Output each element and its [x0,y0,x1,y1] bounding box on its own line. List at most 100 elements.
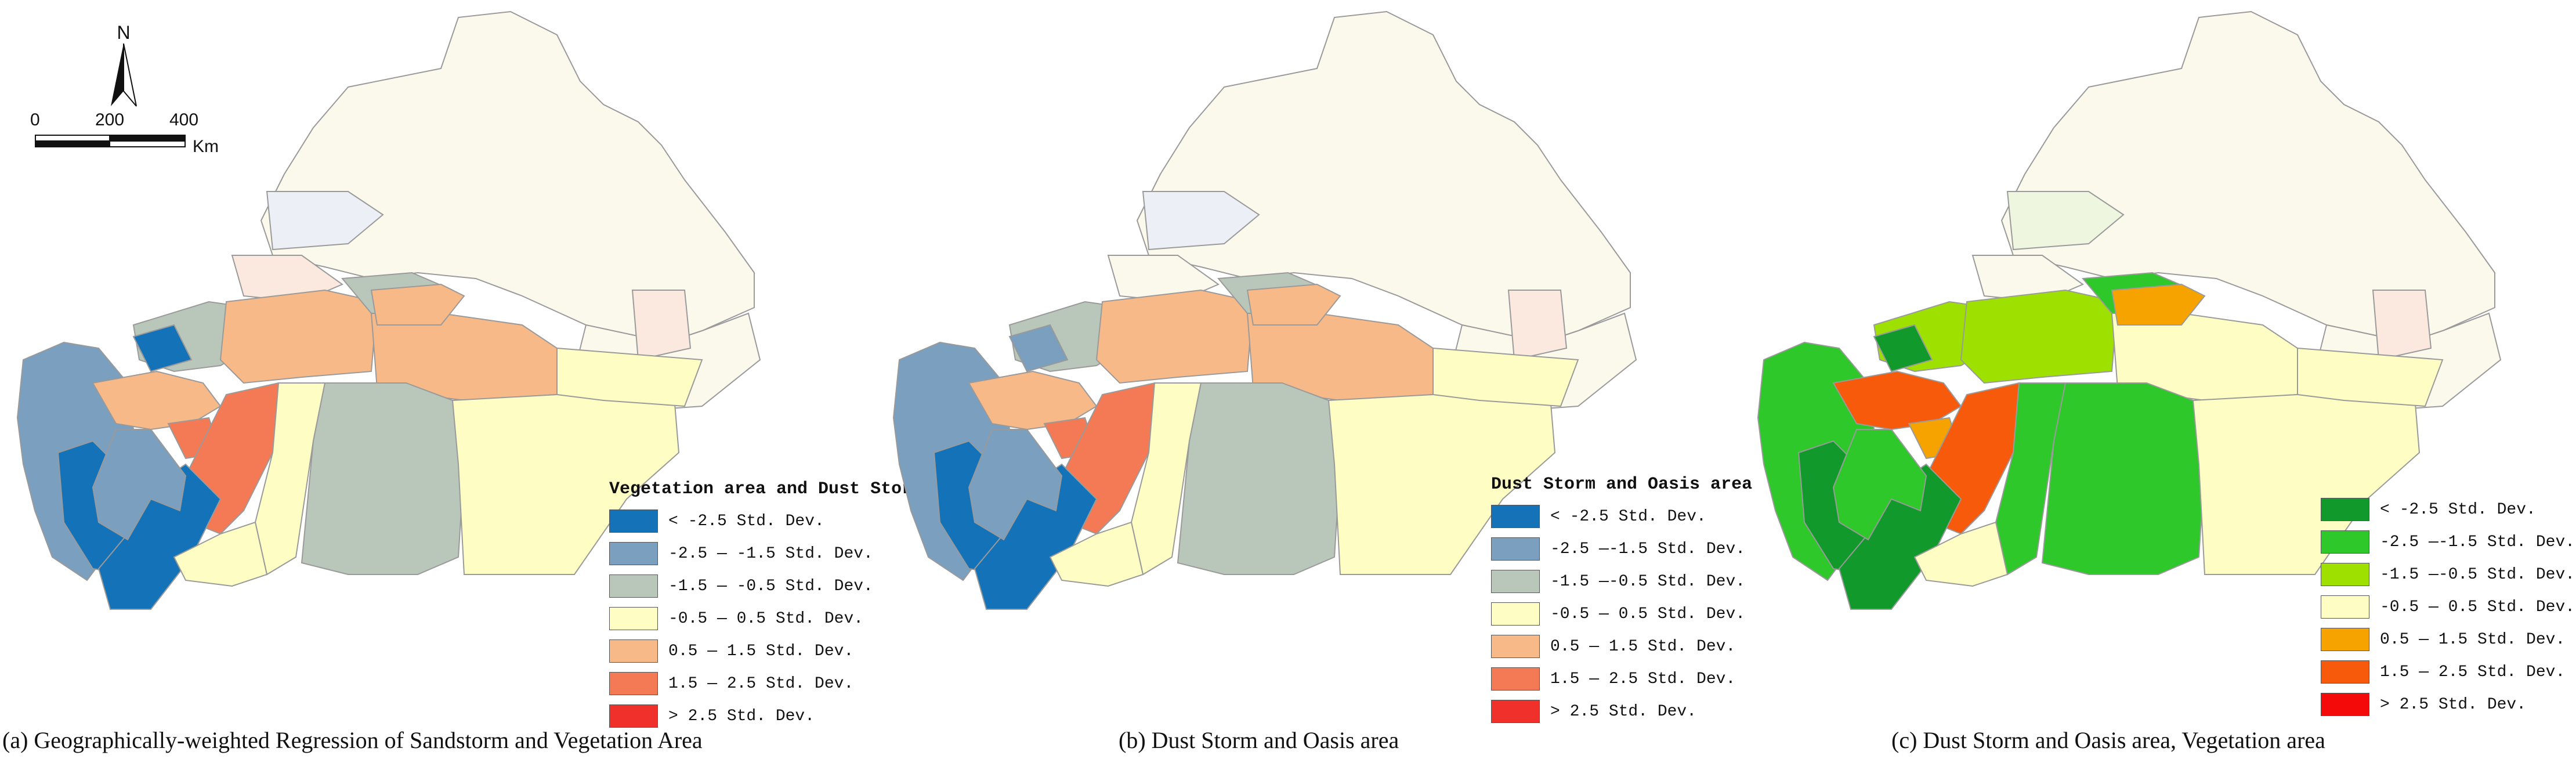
legend-b: Dust Storm and Oasis area < -2.5 Std. De… [1491,475,1752,728]
legend-label: 1.5 — 2.5 Std. Dev. [1550,670,1736,688]
region-hotan-south [974,463,1098,610]
caption-c: (c) Dust Storm and Oasis area, Vegetatio… [1891,727,2325,753]
legend-item: -0.5 — 0.5 Std. Dev. [609,602,922,635]
region-kashgar [92,370,222,431]
legend-item: > 2.5 Std. Dev. [1491,695,1752,728]
legend-a: Vegetation area and Dust Storm < -2.5 St… [609,479,922,732]
region-hami [556,347,703,407]
region-turpan [1246,283,1341,326]
panel-b: Dust Storm and Oasis area < -2.5 Std. De… [864,0,1752,777]
legend-item: -1.5 — -0.5 Std. Dev. [609,570,922,602]
region-hotan-south [1838,463,1962,610]
legend-swatch [609,704,658,728]
panel-a: Vegetation area and Dust Storm < -2.5 St… [0,0,922,777]
legend-swatch [2321,595,2369,619]
region-western-rim [968,429,1063,541]
legend-swatch [609,574,658,598]
region-aksu [1095,289,1254,384]
legend-label: -0.5 — 0.5 Std. Dev. [2380,598,2575,616]
legend-item: > 2.5 Std. Dev. [2321,688,2575,721]
region-kashgar [968,370,1098,431]
legend-item: -2.5 —-1.5 Std. Dev. [2321,526,2575,558]
region-pamir-north [1873,324,1933,373]
region-pamir-north [132,324,193,373]
legend-swatch [1491,700,1540,723]
scale-bar-graphic [35,135,186,147]
legend-item: -1.5 —-0.5 Std. Dev. [1491,565,1752,598]
legend-swatch [609,607,658,630]
north-arrow-icon [111,43,137,107]
legend-item: < -2.5 Std. Dev. [1491,500,1752,533]
region-kashgar [1832,370,1962,431]
legend-item: -0.5 — 0.5 Std. Dev. [1491,598,1752,630]
legend-swatch [2321,660,2369,684]
region-southwest-pale [1913,521,2009,587]
legend-label: > 2.5 Std. Dev. [1550,702,1697,721]
legend-swatch [2321,530,2369,554]
region-southwest-pale [1049,521,1144,587]
legend-label: 0.5 — 1.5 Std. Dev. [2380,630,2566,649]
legend-swatch [609,672,658,695]
legend-label: 1.5 — 2.5 Std. Dev. [668,674,854,693]
region-northwest-strip [1142,191,1260,251]
region-northwest-strip [2006,191,2125,251]
legend-item: 0.5 — 1.5 Std. Dev. [2321,623,2575,656]
legend-item: 1.5 — 2.5 Std. Dev. [609,667,922,700]
panel-c: < -2.5 Std. Dev. -2.5 —-1.5 Std. Dev. -1.5… [1735,0,2576,777]
map-c [1757,10,2502,610]
scale-tick-400: 400 [169,110,199,129]
region-taklamakan-c [2041,382,2206,575]
legend-swatch [1491,602,1540,626]
region-western-rim [1832,429,1927,541]
region-aksu [219,289,378,384]
scale-unit: Km [193,137,219,156]
region-hami [1432,347,1579,407]
legend-item: -2.5 —-1.5 Std. Dev. [1491,533,1752,565]
legend-item: 1.5 — 2.5 Std. Dev. [1491,663,1752,695]
north-label: N [117,22,131,43]
legend-label: > 2.5 Std. Dev. [668,707,815,725]
region-hami [2297,347,2444,407]
legend-label: -2.5 —-1.5 Std. Dev. [2380,533,2575,551]
legend-item: -2.5 — -1.5 Std. Dev. [609,537,922,570]
legend-swatch [2321,628,2369,651]
region-turpan [2111,283,2206,326]
legend-item: < -2.5 Std. Dev. [2321,493,2575,526]
legend-swatch [2321,563,2369,586]
region-aksu [1960,289,2119,384]
map-a [16,10,761,610]
legend-label: 1.5 — 2.5 Std. Dev. [2380,663,2566,681]
legend-label: < -2.5 Std. Dev. [668,512,824,530]
scale-tick-0: 0 [30,110,40,129]
legend-label: -2.5 — -1.5 Std. Dev. [668,544,873,563]
legend-label: < -2.5 Std. Dev. [2380,500,2536,519]
map-b [892,10,1637,610]
legend-label: 0.5 — 1.5 Std. Dev. [1550,637,1736,656]
legend-c: < -2.5 Std. Dev. -2.5 —-1.5 Std. Dev. -1.5… [2321,493,2575,721]
legend-label: -0.5 — 0.5 Std. Dev. [1550,605,1746,623]
north-arrow: N [109,22,138,110]
legend-label: 0.5 — 1.5 Std. Dev. [668,642,854,660]
legend-item: 1.5 — 2.5 Std. Dev. [2321,656,2575,688]
region-faded-east [631,290,692,361]
legend-label: -1.5 — -0.5 Std. Dev. [668,577,873,595]
legend-title: Dust Storm and Oasis area [1491,475,1753,494]
legend-swatch [609,509,658,533]
legend-item: > 2.5 Std. Dev. [609,700,922,732]
region-taklamakan-c [1177,382,1341,575]
legend-label: -1.5 —-0.5 Std. Dev. [1550,572,1746,591]
legend-swatch [609,542,658,565]
legend-item: 0.5 — 1.5 Std. Dev. [1491,630,1752,663]
region-taklamakan-c [301,382,465,575]
region-pamir-north [1008,324,1069,373]
legend-swatch [2321,498,2369,521]
legend-swatch [1491,505,1540,528]
legend-item: 0.5 — 1.5 Std. Dev. [609,635,922,667]
legend-item: -0.5 — 0.5 Std. Dev. [2321,591,2575,623]
legend-label: > 2.5 Std. Dev. [2380,695,2527,714]
legend-title: Vegetation area and Dust Storm [609,479,923,499]
legend-swatch [609,639,658,663]
legend-label: < -2.5 Std. Dev. [1550,507,1706,526]
region-northwest-strip [266,191,384,251]
region-faded-east [2372,290,2432,361]
